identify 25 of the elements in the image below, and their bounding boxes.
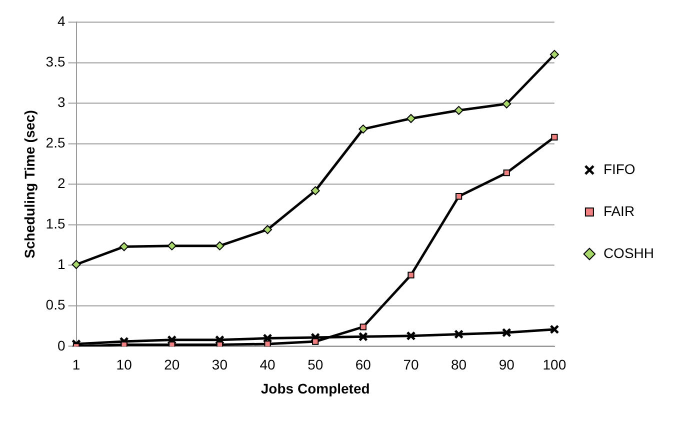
x-tick-label: 40 xyxy=(260,356,276,373)
y-tick-label: 1.5 xyxy=(46,216,66,232)
x-tick-label: 70 xyxy=(403,356,419,373)
y-tick-label: 2 xyxy=(57,175,66,192)
x-tick-label: 1 xyxy=(72,356,80,373)
x-tick-label: 100 xyxy=(542,356,566,373)
y-tick-label: 4 xyxy=(57,12,66,29)
legend-label: FIFO xyxy=(603,160,636,177)
x-tick-label: 10 xyxy=(116,356,132,373)
legend-label: COSHH xyxy=(603,244,654,261)
y-tick-label: 0 xyxy=(57,337,66,354)
x-tick-label: 50 xyxy=(308,356,324,373)
y-tick-label: 1 xyxy=(57,256,66,272)
x-tick-label: 30 xyxy=(212,356,228,373)
x-axis-title: Jobs Completed xyxy=(260,380,370,396)
x-tick-label: 80 xyxy=(451,356,467,373)
y-tick-label: 3 xyxy=(57,94,66,110)
x-tick-label: 90 xyxy=(498,356,515,373)
legend-label: FAIR xyxy=(603,202,635,219)
y-axis-title: Scheduling Time (sec) xyxy=(21,110,38,258)
y-tick-label: 2.5 xyxy=(46,134,66,151)
y-tick-label: 0.5 xyxy=(46,296,66,313)
x-tick-label: 20 xyxy=(164,356,180,373)
x-tick-label: 60 xyxy=(355,356,372,373)
y-tick-label: 3.5 xyxy=(46,53,66,70)
